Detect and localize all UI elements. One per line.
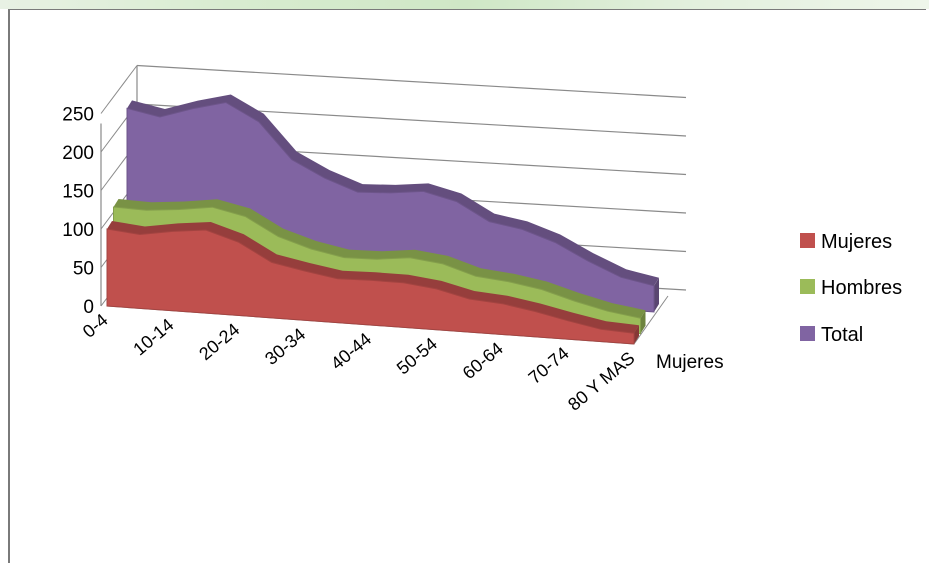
gridline — [136, 64, 687, 99]
y-tick-label: 200 — [62, 143, 94, 164]
legend-swatch-hombres — [800, 279, 815, 294]
header-strip — [0, 0, 929, 9]
series-endcap-hombres — [640, 310, 646, 334]
series-endcap-total — [654, 277, 659, 312]
y-tick-label: 0 — [83, 297, 94, 318]
legend-swatch-mujeres — [800, 233, 815, 248]
depth-axis-label: Mujeres — [656, 352, 724, 373]
series-top-total — [127, 94, 659, 286]
depth-axis — [633, 295, 669, 345]
side-wall-gridline — [100, 65, 138, 114]
y-tick-label: 150 — [62, 182, 94, 203]
y-tick-label: 100 — [62, 220, 94, 241]
y-tick-label: 250 — [62, 105, 94, 126]
x-tick-label: 10-14 — [129, 314, 177, 359]
x-tick-label: 40-44 — [327, 329, 375, 374]
series-top-mujeres — [107, 221, 639, 334]
series-area-mujeres — [106, 228, 635, 345]
legend-label-mujeres: Mujeres — [821, 231, 892, 253]
x-tick-label: 30-34 — [261, 324, 309, 369]
series-endcap-mujeres — [634, 325, 639, 344]
x-tick-label: 50-54 — [393, 333, 441, 378]
x-tick-label: 60-64 — [459, 338, 507, 383]
y-tick-label: 50 — [73, 259, 94, 280]
legend-label-hombres: Hombres — [821, 277, 902, 299]
x-tick-label: 80 Y MAS — [564, 348, 638, 415]
legend-label-total: Total — [821, 324, 863, 346]
x-tick-label: 70-74 — [525, 343, 573, 388]
x-tick-label: 20-24 — [195, 319, 243, 364]
chart-border — [8, 9, 926, 563]
legend-swatch-total — [800, 326, 815, 341]
